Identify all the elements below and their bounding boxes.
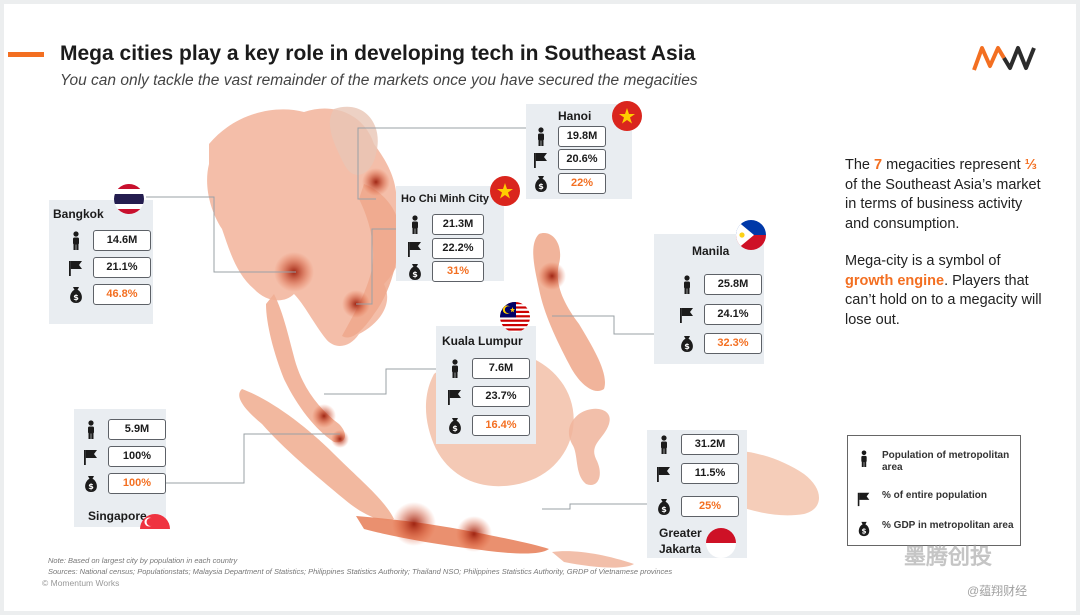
flag-icon xyxy=(408,242,421,257)
flag-thailand xyxy=(114,184,144,214)
population-value: 31.2M xyxy=(681,434,739,455)
city-card-kuala-lumpur: Kuala Lumpur 7.6M 23.7% $ 16.4% xyxy=(436,326,536,444)
svg-text:$: $ xyxy=(88,482,94,491)
flag-icon xyxy=(534,153,547,168)
city-name: Singapore xyxy=(88,509,147,523)
population-share-value: 100% xyxy=(108,446,166,467)
city-card-manila: Manila 25.8M 24.1% $ 32.3% xyxy=(654,234,764,364)
city-name: Ho Chi Minh City xyxy=(401,193,489,205)
population-value: 5.9M xyxy=(108,419,166,440)
city-name: Kuala Lumpur xyxy=(442,334,523,348)
city-name: Hanoi xyxy=(558,109,592,123)
money-bag-icon: $ xyxy=(85,476,97,492)
slide: Mega cities play a key role in developin… xyxy=(4,4,1076,611)
money-bag-icon: $ xyxy=(681,336,693,352)
person-icon xyxy=(684,275,690,294)
footer-note: Note: Based on largest city by populatio… xyxy=(48,556,238,565)
gdp-share-value: 46.8% xyxy=(93,284,151,305)
gdp-share-value: 22% xyxy=(558,173,606,194)
population-share-value: 24.1% xyxy=(704,304,762,325)
money-bag-icon: $ xyxy=(858,521,870,537)
svg-text:$: $ xyxy=(661,505,667,514)
page-subtitle: You can only tackle the vast remainder o… xyxy=(60,72,698,89)
gdp-share-value: 32.3% xyxy=(704,333,762,354)
population-value: 21.3M xyxy=(432,214,484,235)
flag-icon xyxy=(448,390,461,405)
money-bag-icon: $ xyxy=(449,418,461,434)
money-bag-icon: $ xyxy=(658,499,670,515)
svg-text:$: $ xyxy=(452,424,458,433)
population-share-value: 20.6% xyxy=(558,149,606,170)
watermark-handle: @蕴翔财经 xyxy=(967,584,1028,598)
svg-text:$: $ xyxy=(73,293,79,302)
money-bag-icon: $ xyxy=(409,264,421,280)
svg-text:$: $ xyxy=(412,270,418,279)
flag-icon xyxy=(69,261,82,276)
city-card-singapore: 5.9M 100% $ 100% Singapore xyxy=(74,409,166,527)
population-value: 25.8M xyxy=(704,274,762,295)
flag-singapore xyxy=(140,514,170,544)
money-bag-icon: $ xyxy=(70,287,82,303)
accent-bar xyxy=(8,52,44,57)
city-name: Bangkok xyxy=(53,207,104,221)
flag-icon xyxy=(857,492,870,507)
gdp-share-value: 16.4% xyxy=(472,415,530,436)
money-bag-icon: $ xyxy=(535,176,547,192)
city-card-greater-jakarta: 31.2M 11.5% $ 25% Greater Jakarta xyxy=(647,430,747,558)
flag-vietnam xyxy=(612,101,642,131)
city-card-bangkok: Bangkok 14.6M 21.1% $ 46.8% xyxy=(49,200,153,324)
person-icon xyxy=(452,359,458,378)
gdp-share-value: 31% xyxy=(432,261,484,282)
person-icon xyxy=(661,435,667,454)
gdp-share-value: 25% xyxy=(681,496,739,517)
svg-text:$: $ xyxy=(862,526,867,535)
flag-vietnam xyxy=(490,176,520,206)
person-icon xyxy=(88,420,94,439)
flag-icon xyxy=(657,467,670,482)
population-value: 14.6M xyxy=(93,230,151,251)
person-icon xyxy=(412,215,418,234)
population-value: 19.8M xyxy=(558,126,606,147)
population-share-value: 22.2% xyxy=(432,238,484,259)
side-paragraph-2: Mega-city is a symbol of growth engine. … xyxy=(845,253,1042,328)
population-value: 7.6M xyxy=(472,358,530,379)
side-paragraph-1: The 7 megacities represent ⅓ of the Sout… xyxy=(845,157,1041,232)
city-name: Manila xyxy=(692,244,730,258)
gdp-share-value: 100% xyxy=(108,473,166,494)
svg-text:$: $ xyxy=(538,182,544,191)
city-card-ho-chi-minh-city: Ho Chi Minh City 21.3M 22.2% $ 31% xyxy=(396,186,504,282)
side-description: The 7 megacities represent ⅓ of the Sout… xyxy=(845,156,1045,348)
flag-icon xyxy=(680,308,693,323)
legend: Population of metropolitan area % of ent… xyxy=(847,435,1021,546)
momentum-works-logo xyxy=(972,46,1036,71)
city-name-line2: Jakarta xyxy=(659,542,702,556)
population-share-value: 21.1% xyxy=(93,257,151,278)
population-share-value: 11.5% xyxy=(681,463,739,484)
flag-philippines xyxy=(736,220,766,250)
page-title: Mega cities play a key role in developin… xyxy=(60,42,696,65)
footer-sources: Sources: National census; Populationstat… xyxy=(48,567,673,576)
flag-malaysia xyxy=(500,302,530,332)
city-name-line1: Greater xyxy=(659,526,702,540)
person-icon xyxy=(538,127,544,146)
flag-indonesia xyxy=(706,528,736,558)
person-icon xyxy=(861,450,867,467)
flag-icon xyxy=(84,450,97,465)
svg-text:$: $ xyxy=(684,342,690,351)
watermark: 墨腾创投 xyxy=(904,544,993,569)
footer-copyright: © Momentum Works xyxy=(42,578,120,588)
person-icon xyxy=(73,231,79,250)
population-share-value: 23.7% xyxy=(472,386,530,407)
